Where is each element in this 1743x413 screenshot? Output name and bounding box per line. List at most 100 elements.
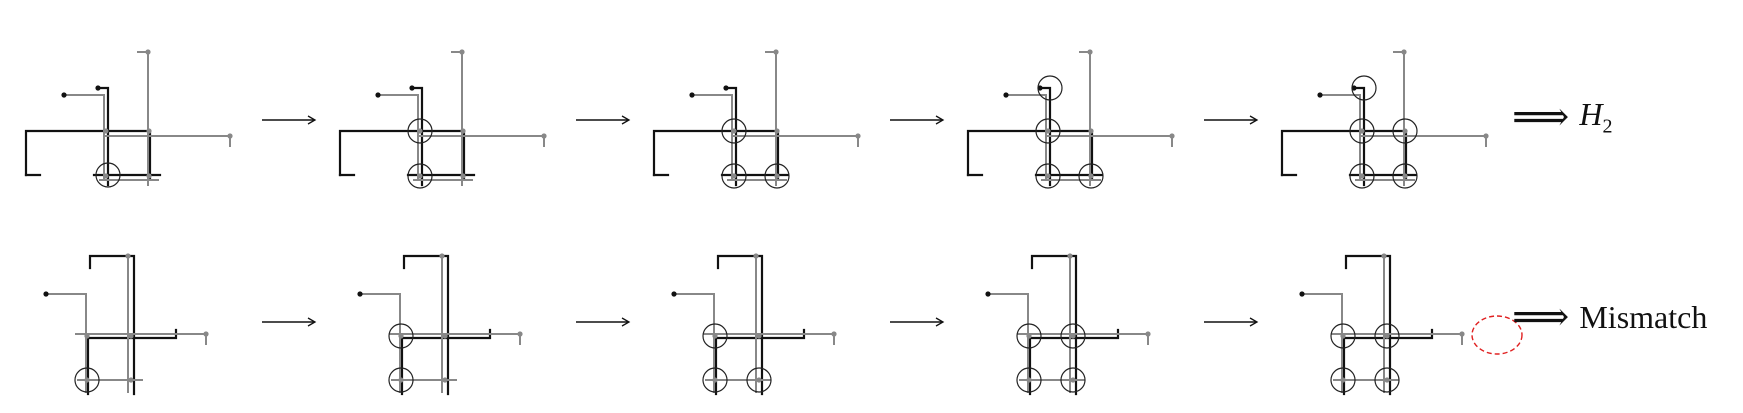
match-circle (74, 367, 100, 393)
junction-dot (774, 173, 780, 179)
endpoint-dot (541, 133, 547, 139)
black-path (1344, 254, 1386, 270)
endpoint-dot (1381, 253, 1387, 259)
match-circle (1349, 118, 1375, 144)
match-circle (1060, 323, 1086, 349)
black-path (966, 129, 1094, 180)
junction-dot (398, 333, 404, 339)
step-arrow-icon (576, 115, 631, 125)
junction-dot (1045, 128, 1051, 134)
match-circle (1016, 367, 1042, 393)
endpoint-dot (43, 291, 49, 297)
match-circle (721, 163, 747, 189)
result-row2: ⟹ Mismatch (1512, 297, 1707, 337)
junction-dot (84, 333, 90, 339)
junction-dot (1088, 173, 1094, 179)
step-arrow-icon (890, 317, 945, 327)
junction-dot (756, 333, 762, 339)
black-path (400, 328, 492, 340)
endpoint-dot (145, 49, 151, 55)
black-path (652, 129, 780, 180)
match-circle (702, 367, 728, 393)
match-circle (1392, 163, 1418, 189)
junction-dot (1359, 173, 1365, 179)
black-path (96, 86, 110, 187)
junction-dot (1359, 128, 1365, 134)
black-path (724, 86, 738, 187)
gray-path (673, 293, 715, 393)
endpoint-dot (831, 331, 837, 337)
endpoint-dot (689, 92, 695, 98)
endpoint-dot (375, 92, 381, 98)
junction-dot (460, 128, 466, 134)
match-circle (721, 118, 747, 144)
endpoint-dot (357, 291, 363, 297)
junction-dot (442, 377, 448, 383)
endpoint-dot (1401, 49, 1407, 55)
panel-row2-step-1 (43, 253, 209, 396)
junction-dot (731, 128, 737, 134)
result-row1: ⟹ H2 (1512, 96, 1612, 138)
junction-dot (417, 173, 423, 179)
result-label-subscript: 2 (1602, 115, 1613, 138)
black-path (1280, 129, 1408, 180)
endpoint-dot (1067, 253, 1073, 259)
junction-dot (460, 173, 466, 179)
result-label-h2: H2 (1579, 96, 1612, 137)
endpoint-dot (753, 253, 759, 259)
endpoint-dot (1299, 291, 1305, 297)
junction-dot (1340, 333, 1346, 339)
junction-dot (128, 333, 134, 339)
junction-dot (1402, 128, 1408, 134)
match-circle (388, 367, 414, 393)
endpoint-dot (227, 133, 233, 139)
match-circle (1374, 367, 1400, 393)
junction-dot (146, 173, 152, 179)
endpoint-dot (1037, 85, 1043, 91)
endpoint-dot (723, 85, 729, 91)
match-circle (764, 163, 790, 189)
gray-path (103, 135, 231, 147)
match-circle (95, 162, 121, 188)
arrow-head (1249, 317, 1259, 327)
endpoint-dot (985, 291, 991, 297)
junction-dot (103, 173, 109, 179)
gray-path (1301, 293, 1343, 393)
junction-dot (712, 377, 718, 383)
gray-path (417, 135, 545, 147)
implies-arrow-icon: ⟹ (1512, 294, 1570, 339)
match-circle (1330, 323, 1356, 349)
gray-path (1359, 135, 1487, 147)
black-path (402, 254, 444, 270)
match-circle (1037, 75, 1063, 101)
step-arrow-icon (890, 115, 945, 125)
gray-path (987, 293, 1029, 393)
match-circle (702, 323, 728, 349)
match-circle (1016, 323, 1042, 349)
panel-row2-step-5 (1299, 253, 1523, 396)
black-path (714, 328, 806, 340)
implies-arrow-icon: ⟹ (1512, 94, 1570, 140)
match-circle (1078, 163, 1104, 189)
junction-dot (774, 128, 780, 134)
endpoint-dot (459, 49, 465, 55)
endpoint-dot (517, 331, 523, 337)
black-path (338, 129, 466, 180)
arrow-head (1249, 115, 1259, 125)
gray-path (451, 51, 463, 186)
endpoint-dot (1087, 49, 1093, 55)
black-path (86, 328, 178, 340)
junction-dot (417, 128, 423, 134)
junction-dot (756, 377, 762, 383)
match-circle (1351, 75, 1377, 101)
junction-dot (103, 128, 109, 134)
match-circle (1035, 118, 1061, 144)
black-path (716, 254, 758, 270)
match-circle (1060, 367, 1086, 393)
arrow-head (307, 317, 317, 327)
junction-dot (398, 377, 404, 383)
gray-path (1045, 135, 1173, 147)
arrow-head (935, 115, 945, 125)
panel-row1-step-5 (1280, 49, 1489, 189)
